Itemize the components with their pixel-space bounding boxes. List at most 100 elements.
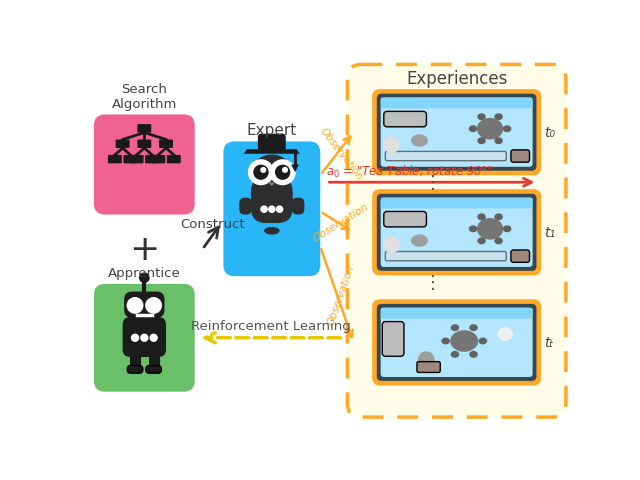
FancyBboxPatch shape (384, 112, 426, 128)
FancyBboxPatch shape (381, 308, 532, 377)
Ellipse shape (494, 214, 503, 221)
Ellipse shape (451, 331, 478, 352)
FancyBboxPatch shape (116, 140, 129, 149)
Ellipse shape (503, 126, 511, 133)
FancyBboxPatch shape (382, 322, 404, 357)
Circle shape (276, 207, 283, 213)
Polygon shape (244, 150, 300, 155)
FancyBboxPatch shape (94, 284, 195, 392)
Text: Observation: Observation (317, 126, 364, 182)
Circle shape (384, 138, 399, 153)
Text: Construct: Construct (180, 217, 244, 230)
Text: t₀: t₀ (544, 126, 556, 140)
Text: Experiences: Experiences (406, 70, 508, 88)
Circle shape (283, 168, 287, 173)
Ellipse shape (442, 338, 450, 345)
FancyBboxPatch shape (377, 194, 536, 271)
Text: tₜ: tₜ (544, 336, 554, 349)
Circle shape (261, 207, 267, 213)
FancyBboxPatch shape (381, 308, 532, 319)
Text: Reinforcement Learning: Reinforcement Learning (191, 319, 351, 332)
Ellipse shape (252, 155, 292, 191)
FancyBboxPatch shape (159, 140, 173, 149)
FancyBboxPatch shape (381, 198, 532, 209)
FancyBboxPatch shape (239, 198, 252, 215)
Circle shape (254, 166, 268, 180)
FancyBboxPatch shape (417, 362, 440, 372)
Circle shape (140, 274, 149, 283)
Ellipse shape (494, 114, 503, 121)
Ellipse shape (451, 324, 460, 332)
Ellipse shape (477, 114, 486, 121)
Circle shape (261, 168, 266, 173)
FancyBboxPatch shape (258, 134, 286, 151)
FancyBboxPatch shape (384, 212, 426, 228)
Ellipse shape (503, 226, 511, 233)
Ellipse shape (479, 338, 487, 345)
FancyBboxPatch shape (377, 304, 536, 381)
Circle shape (270, 161, 295, 185)
Ellipse shape (477, 214, 486, 221)
Ellipse shape (411, 135, 428, 147)
FancyBboxPatch shape (123, 317, 166, 357)
FancyBboxPatch shape (385, 152, 506, 161)
Ellipse shape (138, 315, 151, 321)
Ellipse shape (468, 226, 477, 233)
Text: Apprentice: Apprentice (108, 267, 180, 280)
Circle shape (150, 335, 157, 342)
Ellipse shape (469, 351, 478, 358)
Text: Observation: Observation (311, 202, 370, 243)
FancyBboxPatch shape (124, 292, 164, 318)
Ellipse shape (477, 218, 503, 240)
Text: ⋮: ⋮ (424, 274, 442, 292)
FancyBboxPatch shape (138, 125, 151, 133)
FancyBboxPatch shape (127, 366, 143, 373)
FancyBboxPatch shape (348, 65, 566, 417)
Polygon shape (291, 165, 299, 173)
Ellipse shape (494, 238, 503, 245)
Ellipse shape (494, 138, 503, 145)
FancyBboxPatch shape (385, 252, 506, 261)
FancyBboxPatch shape (124, 156, 138, 164)
FancyBboxPatch shape (377, 95, 536, 171)
Text: t₁: t₁ (544, 226, 556, 240)
Ellipse shape (477, 138, 486, 145)
FancyBboxPatch shape (151, 156, 165, 164)
Circle shape (146, 298, 161, 313)
Circle shape (419, 352, 434, 368)
Circle shape (276, 166, 290, 180)
FancyBboxPatch shape (381, 98, 532, 168)
FancyBboxPatch shape (372, 300, 541, 386)
FancyBboxPatch shape (381, 98, 532, 109)
FancyBboxPatch shape (251, 178, 292, 224)
Text: ⋮: ⋮ (424, 174, 442, 192)
FancyBboxPatch shape (223, 142, 320, 276)
Polygon shape (268, 183, 276, 187)
FancyBboxPatch shape (292, 198, 305, 215)
Text: Observation: Observation (326, 264, 356, 326)
FancyBboxPatch shape (146, 366, 161, 373)
FancyBboxPatch shape (511, 251, 529, 263)
Ellipse shape (411, 235, 428, 247)
Circle shape (384, 238, 399, 253)
Circle shape (269, 207, 275, 213)
Text: +: + (129, 233, 159, 267)
Circle shape (141, 335, 148, 342)
FancyBboxPatch shape (94, 115, 195, 215)
FancyBboxPatch shape (372, 190, 541, 276)
FancyBboxPatch shape (145, 156, 159, 164)
Ellipse shape (477, 119, 503, 140)
Ellipse shape (469, 324, 478, 332)
FancyBboxPatch shape (129, 156, 143, 164)
Text: Expert: Expert (246, 122, 297, 137)
Ellipse shape (477, 238, 486, 245)
Ellipse shape (264, 228, 280, 235)
Circle shape (132, 335, 138, 342)
FancyBboxPatch shape (381, 198, 532, 267)
FancyBboxPatch shape (167, 156, 180, 164)
Circle shape (248, 161, 273, 185)
Text: Search
Algorithm: Search Algorithm (111, 83, 177, 110)
FancyBboxPatch shape (372, 90, 541, 176)
Circle shape (127, 298, 143, 313)
Ellipse shape (497, 327, 513, 341)
